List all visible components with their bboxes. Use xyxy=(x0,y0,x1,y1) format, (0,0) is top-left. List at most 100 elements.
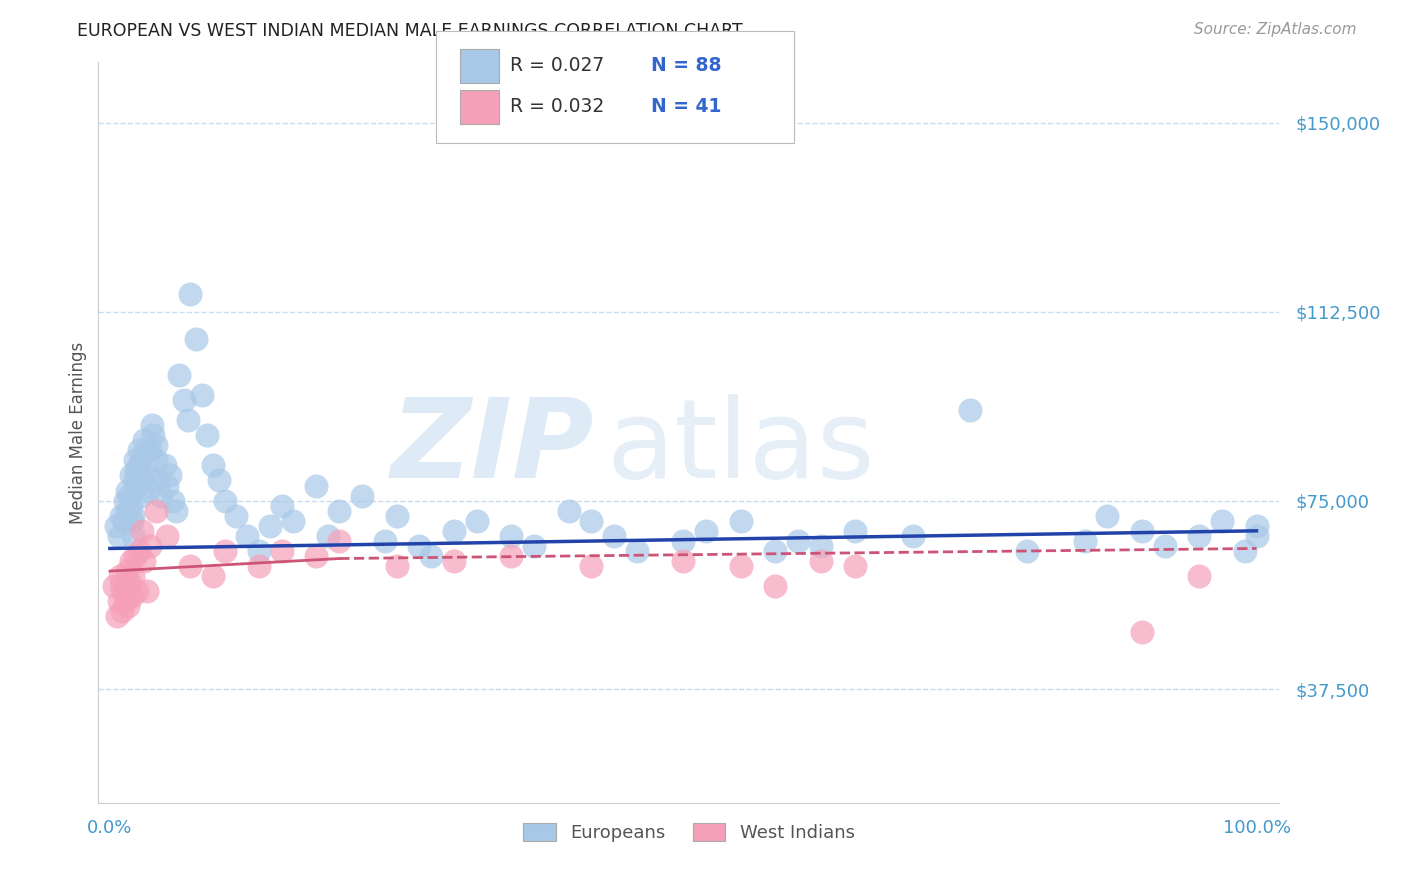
Point xyxy=(120,468,142,483)
Point xyxy=(316,529,339,543)
Point xyxy=(844,559,866,574)
Point xyxy=(786,533,808,548)
Point xyxy=(1097,508,1119,523)
Point xyxy=(443,554,465,568)
Point xyxy=(352,489,374,503)
Point xyxy=(108,569,131,583)
Point xyxy=(118,489,141,503)
Point xyxy=(1130,524,1153,538)
Point xyxy=(136,483,159,498)
Point xyxy=(1246,518,1268,533)
Point xyxy=(111,604,134,618)
Point xyxy=(208,474,231,488)
Point xyxy=(901,529,924,543)
Point xyxy=(110,508,132,523)
Point xyxy=(408,539,430,553)
Point xyxy=(153,458,176,473)
Point xyxy=(141,418,163,433)
Point xyxy=(763,579,786,593)
Point xyxy=(225,508,247,523)
Y-axis label: Median Male Earnings: Median Male Earnings xyxy=(69,342,87,524)
Point xyxy=(124,474,146,488)
Point xyxy=(117,599,139,614)
Point xyxy=(121,514,143,528)
Point xyxy=(127,478,149,492)
Point xyxy=(121,508,143,523)
Point xyxy=(1188,529,1211,543)
Point xyxy=(202,569,225,583)
Point xyxy=(385,508,408,523)
Point xyxy=(1073,533,1095,548)
Point xyxy=(131,474,153,488)
Point xyxy=(145,453,167,467)
Text: atlas: atlas xyxy=(606,394,875,501)
Point xyxy=(121,529,143,543)
Point xyxy=(844,524,866,538)
Point xyxy=(763,544,786,558)
Point xyxy=(581,514,603,528)
Point xyxy=(139,443,162,458)
Point xyxy=(247,559,270,574)
Text: N = 88: N = 88 xyxy=(651,55,721,75)
Point xyxy=(672,554,695,568)
Point xyxy=(190,388,212,402)
Point xyxy=(134,433,156,447)
Point xyxy=(328,504,350,518)
Point xyxy=(603,529,626,543)
Point xyxy=(128,458,150,473)
Point xyxy=(105,609,128,624)
Point xyxy=(115,483,138,498)
Point xyxy=(581,559,603,574)
Point xyxy=(156,478,179,492)
Point xyxy=(156,529,179,543)
Point xyxy=(110,579,132,593)
Point xyxy=(695,524,717,538)
Point xyxy=(145,504,167,518)
Point xyxy=(145,438,167,452)
Point xyxy=(114,594,136,608)
Point xyxy=(270,544,292,558)
Point xyxy=(120,499,142,513)
Point xyxy=(465,514,488,528)
Point xyxy=(810,554,832,568)
Point xyxy=(131,524,153,538)
Text: Source: ZipAtlas.com: Source: ZipAtlas.com xyxy=(1194,22,1357,37)
Point xyxy=(179,559,201,574)
Point xyxy=(121,569,143,583)
Point xyxy=(730,559,752,574)
Point xyxy=(214,544,236,558)
Point xyxy=(104,518,127,533)
Point xyxy=(730,514,752,528)
Point xyxy=(1234,544,1257,558)
Point xyxy=(959,403,981,417)
Point xyxy=(135,468,157,483)
Point xyxy=(162,493,184,508)
Point xyxy=(146,474,169,488)
Point xyxy=(142,428,165,442)
Point xyxy=(374,533,396,548)
Text: R = 0.027: R = 0.027 xyxy=(510,55,605,75)
Point xyxy=(501,549,523,563)
Point xyxy=(1211,514,1233,528)
Point xyxy=(501,529,523,543)
Text: R = 0.032: R = 0.032 xyxy=(510,96,605,116)
Point xyxy=(132,448,155,462)
Point xyxy=(134,554,156,568)
Point xyxy=(115,504,138,518)
Point xyxy=(385,559,408,574)
Point xyxy=(165,504,187,518)
Text: N = 41: N = 41 xyxy=(651,96,721,116)
Point xyxy=(443,524,465,538)
Point xyxy=(1246,529,1268,543)
Point xyxy=(236,529,259,543)
Point xyxy=(167,368,190,382)
Point xyxy=(1153,539,1175,553)
Point xyxy=(125,463,148,477)
Point xyxy=(103,579,125,593)
Point xyxy=(121,590,143,604)
Point xyxy=(139,539,162,553)
Point xyxy=(173,392,195,407)
Point xyxy=(202,458,225,473)
Point xyxy=(523,539,546,553)
Point xyxy=(128,443,150,458)
